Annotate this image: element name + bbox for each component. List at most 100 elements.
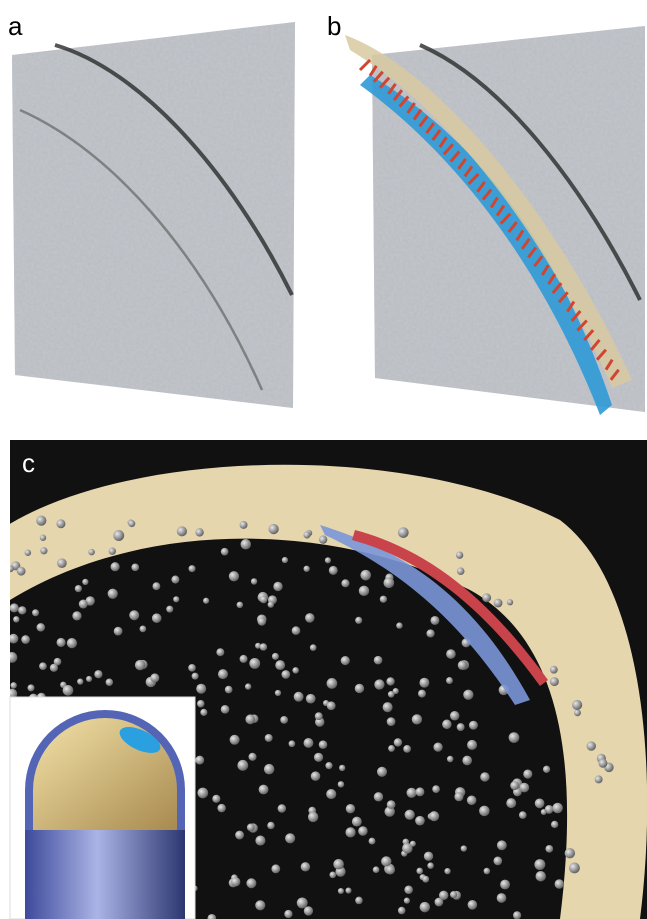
ribosome	[536, 871, 546, 881]
ribosome	[418, 690, 426, 698]
ribosome	[327, 701, 336, 710]
ribosome	[550, 677, 559, 686]
ribosome	[555, 879, 564, 888]
ribosome	[218, 669, 228, 679]
ribosome	[94, 670, 102, 678]
ribosome	[374, 792, 383, 801]
ribosome	[341, 656, 350, 665]
ribosome	[410, 841, 416, 847]
ribosome	[212, 795, 220, 803]
panel-label: b	[327, 11, 341, 41]
ribosome	[305, 613, 315, 623]
ribosome	[467, 740, 477, 750]
ribosome	[231, 877, 240, 886]
ribosome	[338, 888, 344, 894]
ribosome	[171, 576, 179, 584]
ribosome	[535, 799, 545, 809]
ribosome	[541, 809, 547, 815]
ribosome	[510, 781, 519, 790]
ribosome	[40, 535, 46, 541]
ribosome	[297, 897, 308, 908]
ribosome	[352, 817, 362, 827]
panel-b: b	[327, 11, 645, 415]
ribosome	[572, 700, 582, 710]
ribosome	[200, 709, 207, 716]
ribosome	[195, 756, 204, 765]
ribosome	[444, 868, 450, 874]
ribosome	[294, 692, 304, 702]
inset	[10, 697, 195, 919]
ribosome	[345, 888, 351, 894]
ribosome	[271, 864, 280, 873]
ribosome	[77, 679, 83, 685]
ribosome	[13, 616, 19, 622]
ribosome	[388, 745, 395, 752]
ribosome	[416, 868, 423, 875]
ribosome	[329, 872, 336, 879]
ribosome	[63, 685, 74, 696]
ribosome	[278, 804, 286, 812]
ribosome	[50, 664, 58, 672]
ribosome	[56, 519, 65, 528]
ribosome	[285, 833, 295, 843]
ribosome	[355, 684, 364, 693]
ribosome	[196, 684, 206, 694]
ribosome	[88, 549, 95, 556]
ribosome	[273, 582, 282, 591]
ribosome	[569, 863, 580, 874]
ribosome	[25, 550, 31, 556]
ribosome	[40, 547, 47, 554]
ribosome	[384, 577, 395, 588]
ribosome	[456, 551, 463, 558]
ribosome	[150, 673, 159, 682]
ribosome	[292, 626, 301, 635]
ribosome	[197, 700, 204, 707]
ribosome	[173, 596, 179, 602]
ribosome	[189, 565, 196, 572]
ribosome	[509, 732, 520, 743]
panel-c: c	[0, 440, 647, 919]
ribosome	[152, 613, 162, 623]
ribosome	[430, 616, 439, 625]
figure: a b c	[0, 0, 647, 919]
ribosome	[420, 902, 430, 912]
ribosome	[574, 709, 581, 716]
ribosome	[355, 897, 363, 905]
ribosome	[106, 679, 113, 686]
ribosome	[258, 617, 266, 625]
ribosome	[310, 644, 317, 651]
ribosome	[380, 596, 387, 603]
ribosome	[404, 885, 413, 894]
ribosome	[37, 623, 46, 632]
ribosome	[341, 579, 349, 587]
ribosome	[249, 753, 257, 761]
ribosome	[292, 667, 298, 673]
ribosome	[259, 785, 269, 795]
ribosome	[237, 602, 244, 609]
ribosome	[346, 804, 355, 813]
ribosome	[197, 788, 208, 799]
ribosome	[284, 910, 292, 918]
ribosome	[386, 677, 394, 685]
ribosome	[280, 716, 288, 724]
ribosome	[523, 769, 532, 778]
ribosome	[27, 684, 34, 691]
ribosome	[415, 816, 425, 826]
ribosome	[128, 520, 135, 527]
ribosome	[551, 821, 558, 828]
ribosome	[373, 866, 380, 873]
ribosome	[260, 643, 267, 650]
ribosome	[450, 891, 457, 898]
ribosome	[282, 557, 288, 563]
ribosome	[311, 771, 321, 781]
ribosome	[86, 676, 92, 682]
ribosome	[57, 638, 66, 647]
ribosome	[225, 686, 233, 694]
ribosome	[245, 714, 255, 724]
ribosome	[374, 656, 383, 665]
ribosome	[325, 557, 331, 563]
ribosome	[6, 652, 17, 663]
ribosome	[10, 682, 16, 688]
ribosome	[240, 521, 248, 529]
ribosome	[255, 835, 265, 845]
